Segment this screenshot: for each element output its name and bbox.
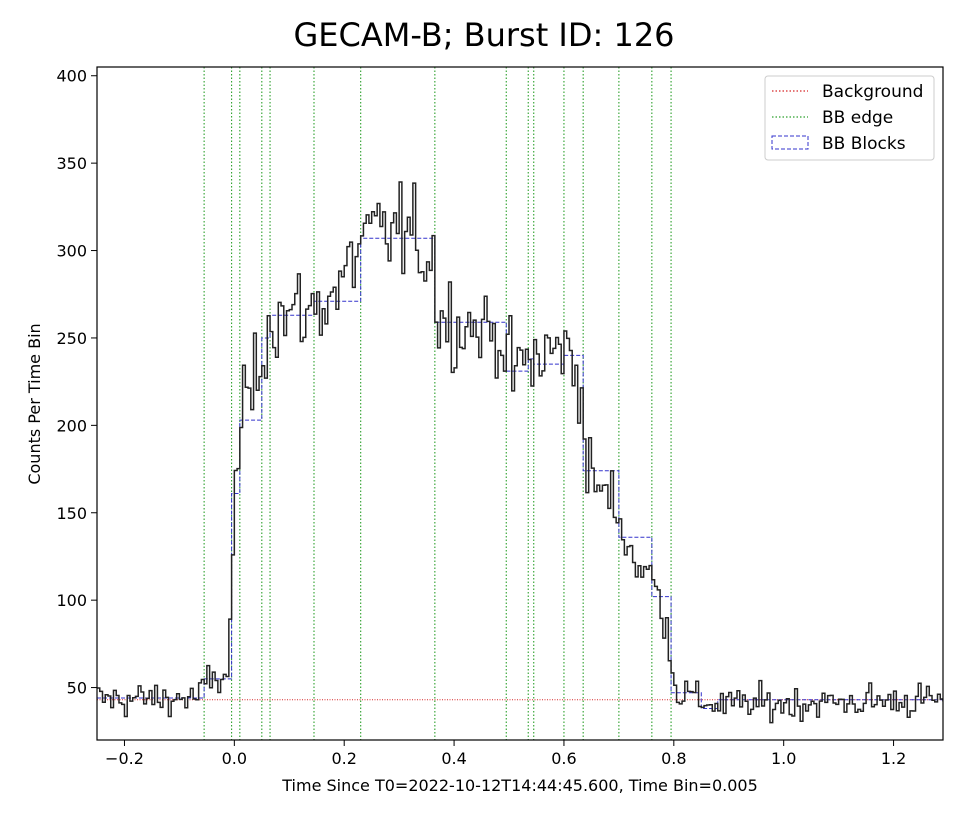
y-axis-ticks: 50 100 150 200 250 300 350 400	[56, 67, 97, 698]
y-tick-label: 350	[56, 154, 87, 173]
x-tick-label: 1.0	[771, 749, 796, 768]
y-tick-label: 300	[56, 242, 87, 261]
y-tick-label: 150	[56, 504, 87, 523]
chart-title: GECAM-B; Burst ID: 126	[293, 16, 674, 54]
x-tick-label: −0.2	[105, 749, 144, 768]
x-tick-label: 0.6	[551, 749, 576, 768]
legend-label-background: Background	[822, 82, 923, 102]
x-axis-label: Time Since T0=2022-10-12T14:44:45.600, T…	[281, 776, 758, 795]
x-tick-label: 0.8	[661, 749, 686, 768]
x-tick-label: 0.0	[222, 749, 247, 768]
y-tick-label: 400	[56, 67, 87, 86]
legend-label-bb-edge: BB edge	[822, 108, 893, 128]
legend-swatch-bb-blocks	[771, 135, 809, 150]
bb-blocks-group	[97, 237, 943, 710]
light-curve-line	[97, 181, 943, 724]
x-tick-label: 0.2	[331, 749, 356, 768]
y-axis-label: Counts Per Time Bin	[25, 323, 44, 484]
legend: Background BB edge BB Blocks	[764, 75, 935, 161]
legend-box	[764, 75, 935, 161]
bb-blocks-line	[97, 237, 943, 710]
y-tick-label: 200	[56, 416, 87, 435]
plot-frame	[96, 66, 944, 741]
legend-label-bb-blocks: BB Blocks	[822, 134, 906, 154]
x-axis-ticks: −0.2 0.0 0.2 0.4 0.6 0.8 1.0 1.2	[105, 740, 906, 768]
y-tick-label: 50	[67, 679, 87, 698]
bb-edge-lines	[203, 67, 672, 740]
x-tick-label: 1.2	[881, 749, 906, 768]
y-tick-label: 100	[56, 591, 87, 610]
x-tick-label: 0.4	[441, 749, 466, 768]
light-curve-group	[97, 181, 943, 724]
y-tick-label: 250	[56, 329, 87, 348]
